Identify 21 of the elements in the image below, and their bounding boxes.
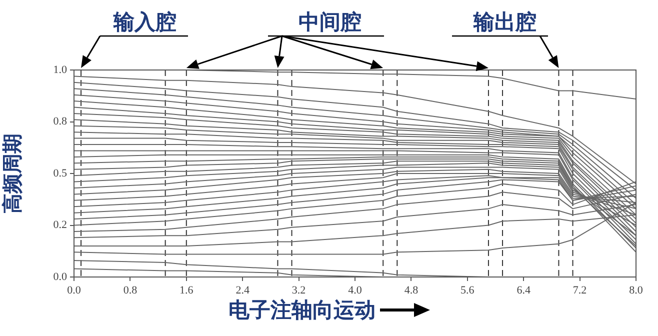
x-tick-label: 2.4 (236, 284, 250, 296)
x-tick-label: 1.6 (180, 284, 194, 296)
y-axis-title: 高频周期 (1, 134, 24, 214)
text: 中间腔 (298, 9, 362, 36)
text: 输入腔 (114, 9, 176, 36)
y-tick-label: 0.2 (53, 219, 67, 232)
x-tick-label: 0.0 (67, 284, 82, 296)
x-tick-label: 0.8 (123, 284, 138, 296)
x-tick-label: 3.2 (292, 284, 306, 296)
x-tick-label: 6.4 (516, 284, 531, 296)
text: 输出腔 (474, 9, 536, 36)
x-tick-label: 5.6 (460, 284, 475, 296)
y-tick-label: 0.0 (53, 270, 68, 283)
x-tick-label: 4.0 (348, 284, 362, 296)
x-axis-title: 电子注轴向运动 (228, 297, 376, 324)
x-tick-label: 7.2 (572, 284, 587, 296)
y-tick-label: 1.0 (53, 64, 68, 76)
x-tick-label: 4.8 (404, 284, 419, 296)
x-tick-label: 8.0 (629, 284, 644, 296)
y-tick-label: 0.5 (53, 167, 68, 180)
y-tick-label: 0.8 (53, 116, 68, 128)
